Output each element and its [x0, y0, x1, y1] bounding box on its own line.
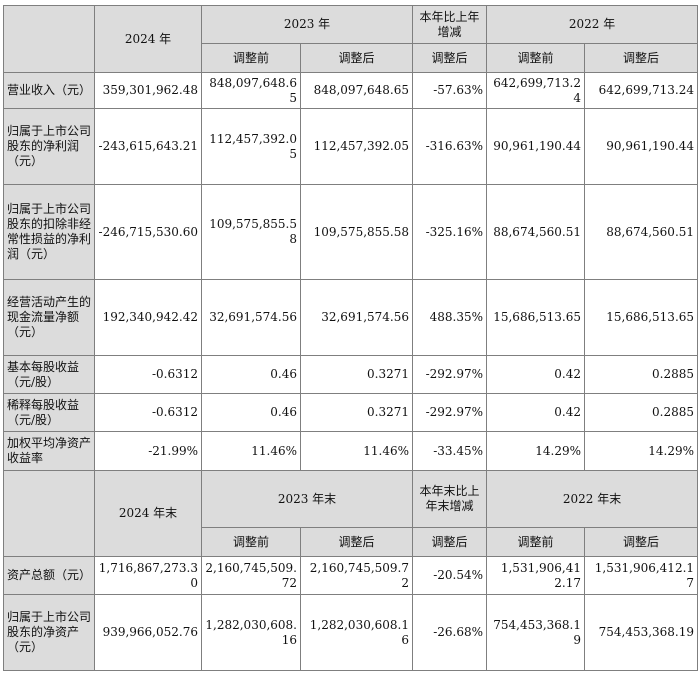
cell-2024: 192,340,942.42	[94, 279, 202, 356]
header-blank-cell	[3, 5, 95, 73]
cell-change: -292.97%	[412, 393, 488, 432]
table-row: 经营活动产生的现金流量净额（元） 192,340,942.42 32,691,5…	[3, 279, 699, 356]
header-2023-after: 调整后	[299, 43, 414, 73]
cell-2024: -0.6312	[94, 355, 202, 394]
cell-change: -26.68%	[412, 594, 488, 671]
cell-2024: 939,966,052.76	[94, 594, 202, 671]
header-change-after: 调整后	[412, 527, 488, 557]
cell-2023-before: 2,160,745,509.72	[201, 556, 301, 595]
cell-2024: 359,301,962.48	[94, 72, 202, 109]
cell-2022-after: 90,961,190.44	[584, 108, 699, 185]
cell-2022-before: 14.29%	[486, 431, 586, 471]
header-2023-before: 调整前	[201, 527, 301, 557]
header-2024-end: 2024 年末	[94, 470, 202, 557]
cell-2023-before: 848,097,648.65	[201, 72, 301, 109]
cell-2022-before: 90,961,190.44	[486, 108, 586, 185]
cell-2023-after: 1,282,030,608.16	[299, 594, 414, 671]
cell-2023-after: 848,097,648.65	[299, 72, 414, 109]
table-row: 基本每股收益（元/股） -0.6312 0.46 0.3271 -292.97%…	[3, 355, 699, 394]
cell-change: -57.63%	[412, 72, 488, 109]
cell-change: 488.35%	[412, 279, 488, 356]
table-row: 营业收入（元） 359,301,962.48 848,097,648.65 84…	[3, 72, 699, 109]
cell-change: -292.97%	[412, 355, 488, 394]
header-2023: 2023 年	[200, 5, 414, 44]
cell-2022-before: 15,686,513.65	[486, 279, 586, 356]
table-row: 加权平均净资产收益率 -21.99% 11.46% 11.46% -33.45%…	[3, 431, 699, 471]
cell-2022-after: 88,674,560.51	[584, 184, 699, 280]
header-change: 本年比上年增减	[412, 5, 488, 44]
row-label: 稀释每股收益（元/股）	[3, 393, 95, 432]
cell-2022-before: 1,531,906,412.17	[486, 556, 586, 595]
cell-2022-after: 15,686,513.65	[584, 279, 699, 356]
cell-2023-after: 2,160,745,509.72	[299, 556, 414, 595]
cell-2022-after: 0.2885	[584, 393, 699, 432]
cell-2024: -243,615,643.21	[94, 108, 202, 185]
cell-2022-after: 1,531,906,412.17	[584, 556, 699, 595]
row-label: 资产总额（元）	[3, 556, 95, 595]
header-2022-after: 调整后	[584, 527, 699, 557]
cell-2022-before: 642,699,713.24	[486, 72, 586, 109]
table-row: 归属于上市公司股东的净利润（元） -243,615,643.21 112,457…	[3, 108, 699, 185]
cell-2023-before: 109,575,855.58	[201, 184, 301, 280]
header-2022-after: 调整后	[584, 43, 699, 73]
row-label: 经营活动产生的现金流量净额（元）	[3, 279, 95, 356]
row-label: 基本每股收益（元/股）	[3, 355, 95, 394]
header-2022-end: 2022 年末	[486, 470, 699, 528]
header-change-end: 本年末比上年末增减	[412, 470, 488, 528]
cell-2022-before: 754,453,368.19	[486, 594, 586, 671]
header-row-adjust-end: 调整前 调整后 调整后 调整前 调整后	[4, 527, 699, 557]
cell-2023-before: 1,282,030,608.16	[201, 594, 301, 671]
cell-change: -33.45%	[412, 431, 488, 471]
header-row-years-end: 2024 年末 2023 年末 本年末比上年末增减 2022 年末	[3, 470, 699, 557]
row-label: 归属于上市公司股东的净利润（元）	[3, 108, 95, 185]
cell-2023-before: 0.46	[201, 393, 301, 432]
header-2023-after: 调整后	[299, 527, 414, 557]
header-2022-before: 调整前	[486, 43, 586, 73]
cell-2022-after: 754,453,368.19	[584, 594, 699, 671]
cell-2023-after: 109,575,855.58	[299, 184, 414, 280]
header-2022: 2022 年	[486, 5, 699, 44]
header-change-after: 调整后	[412, 43, 488, 73]
header-2023-before: 调整前	[201, 43, 301, 73]
financial-summary-table: 2024 年 2023 年 本年比上年增减 2022 年 调整前 调整后 调整后…	[3, 5, 699, 671]
cell-2023-before: 32,691,574.56	[201, 279, 301, 356]
table-row: 归属于上市公司股东的净资产（元） 939,966,052.76 1,282,03…	[3, 594, 699, 671]
cell-2022-before: 0.42	[486, 393, 586, 432]
cell-2023-after: 0.3271	[299, 355, 414, 394]
header-2022-before: 调整前	[486, 527, 586, 557]
cell-2022-after: 0.2885	[584, 355, 699, 394]
cell-2023-before: 112,457,392.05	[201, 108, 301, 185]
cell-2022-after: 642,699,713.24	[584, 72, 699, 109]
header-2023-end: 2023 年末	[200, 470, 414, 528]
cell-change: -20.54%	[412, 556, 488, 595]
cell-2023-before: 0.46	[201, 355, 301, 394]
cell-2024: -246,715,530.60	[94, 184, 202, 280]
row-label: 归属于上市公司股东的扣除非经常性损益的净利润（元）	[3, 184, 95, 280]
table-row: 归属于上市公司股东的扣除非经常性损益的净利润（元） -246,715,530.6…	[3, 184, 699, 280]
cell-2024: -0.6312	[94, 393, 202, 432]
cell-2022-before: 88,674,560.51	[486, 184, 586, 280]
header-blank-cell	[3, 470, 95, 557]
cell-change: -325.16%	[412, 184, 488, 280]
header-2024: 2024 年	[94, 5, 202, 73]
cell-2022-before: 0.42	[486, 355, 586, 394]
cell-2023-after: 11.46%	[299, 431, 414, 471]
header-row-adjust: 调整前 调整后 调整后 调整前 调整后	[4, 43, 699, 73]
row-label: 归属于上市公司股东的净资产（元）	[3, 594, 95, 671]
cell-2022-after: 14.29%	[584, 431, 699, 471]
cell-2023-before: 11.46%	[201, 431, 301, 471]
cell-change: -316.63%	[412, 108, 488, 185]
table-row: 资产总额（元） 1,716,867,273.30 2,160,745,509.7…	[3, 556, 699, 595]
cell-2023-after: 32,691,574.56	[299, 279, 414, 356]
row-label: 加权平均净资产收益率	[3, 431, 95, 471]
table-row: 稀释每股收益（元/股） -0.6312 0.46 0.3271 -292.97%…	[3, 393, 699, 432]
cell-2024: 1,716,867,273.30	[94, 556, 202, 595]
cell-2023-after: 112,457,392.05	[299, 108, 414, 185]
row-label: 营业收入（元）	[3, 72, 95, 109]
cell-2024: -21.99%	[94, 431, 202, 471]
header-row-years: 2024 年 2023 年 本年比上年增减 2022 年	[3, 5, 699, 73]
cell-2023-after: 0.3271	[299, 393, 414, 432]
